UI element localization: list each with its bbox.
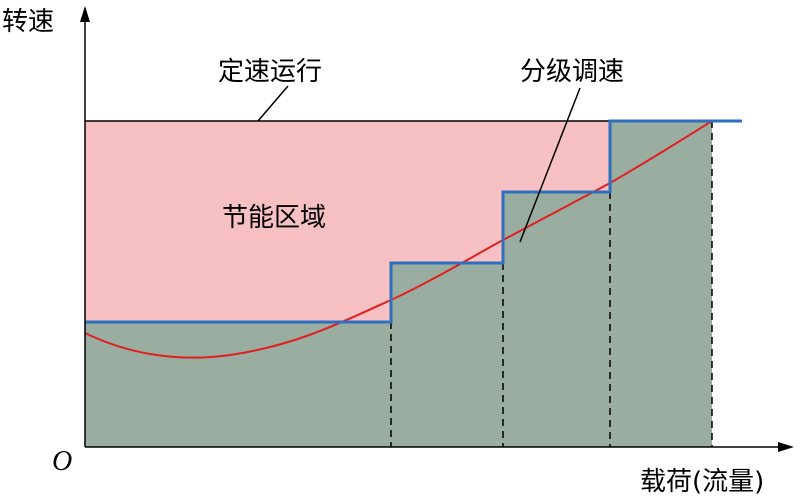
zone-label: 节能区域 — [222, 203, 326, 233]
dashed-lines — [390, 121, 713, 447]
x-axis-label: 载荷(流量) — [640, 467, 764, 497]
origin-label: O — [52, 446, 72, 477]
y-axis-label: 转速 — [2, 7, 54, 37]
x-arrow — [778, 442, 794, 452]
leader-line — [257, 85, 289, 122]
constant-label: 定速运行 — [218, 57, 322, 87]
staged-area — [85, 121, 712, 447]
y-arrow — [80, 6, 90, 22]
saving-area — [85, 121, 610, 322]
leader-line — [519, 87, 581, 243]
staged-label: 分级调速 — [520, 57, 624, 87]
step-line — [85, 119, 742, 324]
axes — [84, 14, 786, 448]
